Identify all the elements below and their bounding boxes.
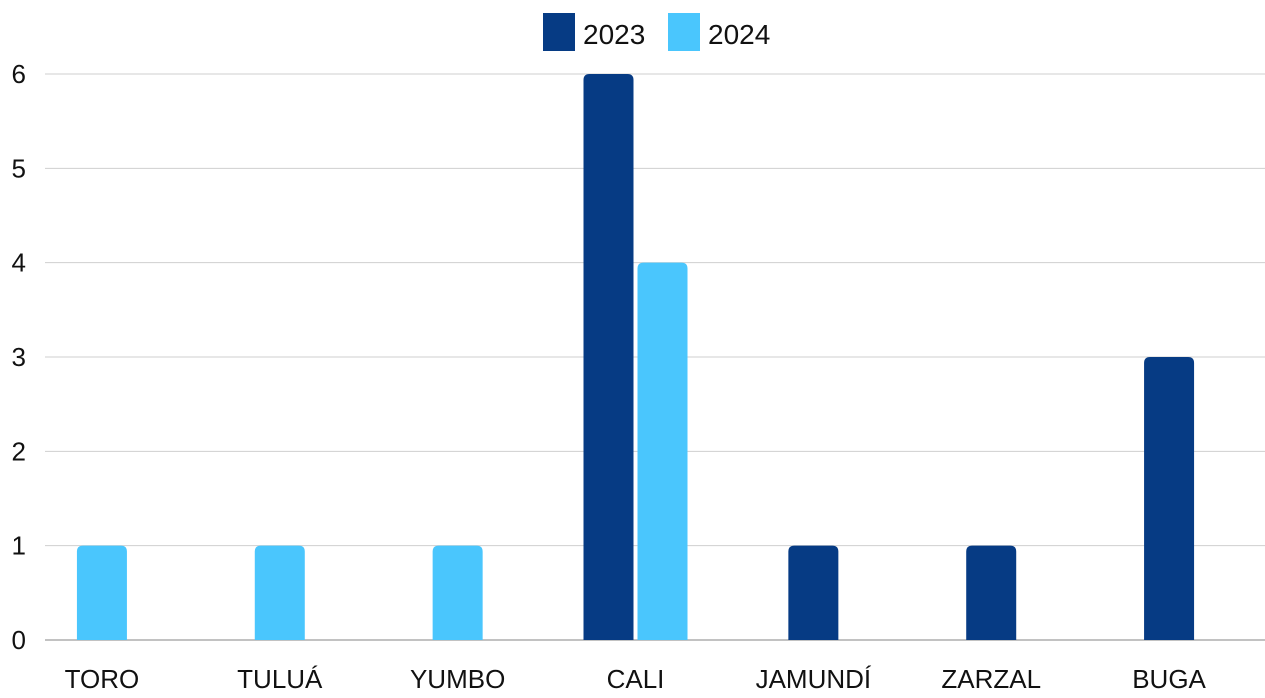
legend-label-2024: 2024 bbox=[708, 19, 770, 50]
x-tick-label: TULUÁ bbox=[237, 664, 323, 693]
y-tick-label: 2 bbox=[12, 436, 26, 466]
bar-2023-jamundí bbox=[788, 545, 839, 640]
bar-2024-tuluá bbox=[254, 545, 305, 640]
x-tick-label: JAMUNDÍ bbox=[756, 664, 872, 693]
legend-swatch-2023 bbox=[543, 13, 575, 51]
bar-2023-buga bbox=[1144, 357, 1195, 640]
bar-2024-cali bbox=[637, 262, 688, 640]
y-tick-label: 1 bbox=[12, 531, 26, 561]
x-tick-label: ZARZAL bbox=[941, 664, 1041, 693]
x-tick-label: BUGA bbox=[1132, 664, 1206, 693]
y-tick-label: 5 bbox=[12, 153, 26, 183]
bar-2023-cali bbox=[583, 74, 634, 640]
bar-2024-toro bbox=[76, 545, 127, 640]
x-tick-label: YUMBO bbox=[410, 664, 505, 693]
y-tick-label: 4 bbox=[12, 248, 26, 278]
y-tick-label: 6 bbox=[12, 59, 26, 89]
y-tick-label: 0 bbox=[12, 625, 26, 655]
y-tick-label: 3 bbox=[12, 342, 26, 372]
legend-swatch-2024 bbox=[668, 13, 700, 51]
axis-layer: 0 1 2 3 4 5 6 TORO TULUÁ YUMBO CALI JAMUNDÍ ZARZAL BU… bbox=[12, 59, 1207, 694]
legend: 2023 2024 bbox=[543, 13, 770, 51]
legend-label-2023: 2023 bbox=[583, 19, 645, 50]
bar-2023-zarzal bbox=[966, 545, 1017, 640]
x-tick-label: TORO bbox=[65, 664, 140, 693]
bars-layer bbox=[76, 74, 1195, 640]
bar-2024-yumbo bbox=[432, 545, 483, 640]
x-tick-label: CALI bbox=[607, 664, 665, 693]
